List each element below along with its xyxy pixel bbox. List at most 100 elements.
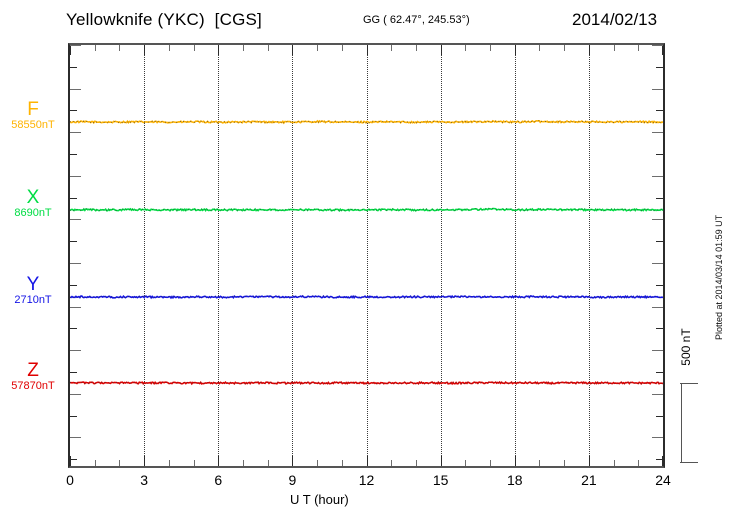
y-tick-right-9 — [656, 241, 663, 242]
trace-overlay-Z — [70, 381, 663, 385]
x-tick-bottom-23 — [638, 460, 640, 466]
x-tick-top-10 — [317, 45, 319, 51]
scale-bar-bottom-cap — [680, 462, 698, 463]
x-tick-bottom-10 — [317, 460, 319, 466]
x-tick-top-15 — [440, 45, 442, 55]
y-tick-right-17 — [656, 416, 663, 417]
component-label-Z: Z 57870nT — [0, 361, 66, 393]
x-tick-label-24: 24 — [655, 472, 671, 488]
x-tick-bottom-19 — [539, 460, 541, 466]
y-tick-left-0 — [70, 45, 81, 46]
magnetogram-plot-area — [68, 43, 665, 468]
component-baseline-F: 58550nT — [11, 119, 55, 131]
y-tick-left-17 — [70, 416, 77, 417]
component-baseline-Z: 57870nT — [11, 380, 55, 392]
y-tick-right-6 — [652, 176, 663, 177]
x-tick-bottom-5 — [193, 460, 195, 466]
y-tick-left-15 — [70, 372, 77, 373]
trace-layer — [70, 119, 663, 386]
scale-bar-label: 500 nT — [679, 328, 693, 366]
x-tick-label-18: 18 — [506, 472, 523, 488]
x-tick-bottom-4 — [168, 460, 170, 466]
scale-bar — [680, 383, 698, 463]
x-tick-top-7 — [242, 45, 244, 51]
x-axis-title: U T (hour) — [290, 492, 349, 507]
component-label-F: F 58550nT — [0, 100, 66, 132]
x-tick-label-9: 9 — [288, 472, 297, 488]
x-tick-bottom-24 — [662, 456, 663, 466]
y-tick-right-1 — [656, 67, 663, 68]
y-tick-left-8 — [70, 219, 81, 220]
y-tick-left-19 — [70, 459, 77, 460]
x-tick-top-18 — [514, 45, 516, 55]
x-tick-bottom-22 — [613, 460, 615, 466]
x-tick-bottom-9 — [292, 456, 294, 466]
y-tick-right-0 — [652, 45, 663, 46]
x-tick-top-13 — [391, 45, 393, 51]
x-tick-top-21 — [588, 45, 590, 55]
grid-line-21h — [588, 45, 591, 466]
component-baseline-X: 8690nT — [14, 207, 52, 219]
x-tick-bottom-21 — [588, 456, 590, 466]
x-tick-bottom-18 — [514, 456, 516, 466]
x-tick-top-20 — [564, 45, 566, 51]
y-tick-right-15 — [656, 372, 663, 373]
grid-line-18h — [514, 45, 517, 466]
plotted-timestamp: Plotted at 2014/03/14 01:59 UT — [714, 214, 724, 340]
y-tick-left-16 — [70, 394, 81, 395]
x-tick-top-17 — [490, 45, 492, 51]
x-tick-top-1 — [94, 45, 96, 51]
component-letter-F: F — [27, 99, 39, 120]
x-tick-bottom-12 — [366, 456, 368, 466]
geographic-coordinates: GG ( 62.47°, 245.53°) — [363, 14, 470, 26]
x-tick-bottom-1 — [94, 460, 96, 466]
component-letter-Z: Z — [27, 360, 39, 381]
x-tick-bottom-14 — [415, 460, 417, 466]
component-letter-X: X — [26, 187, 40, 208]
page-title: Yellowknife (YKC) [CGS] — [66, 10, 262, 29]
x-tick-bottom-7 — [242, 460, 244, 466]
y-tick-left-1 — [70, 67, 77, 68]
y-tick-right-16 — [652, 394, 663, 395]
component-baseline-Y: 2710nT — [14, 294, 52, 306]
component-letter-Y: Y — [26, 274, 40, 295]
x-tick-top-0 — [70, 45, 71, 55]
y-tick-left-7 — [70, 198, 77, 199]
y-tick-right-4 — [652, 132, 663, 133]
y-tick-right-8 — [652, 219, 663, 220]
x-tick-top-8 — [267, 45, 269, 51]
x-tick-label-3: 3 — [140, 472, 149, 488]
y-tick-right-10 — [652, 263, 663, 264]
x-tick-label-6: 6 — [214, 472, 223, 488]
trace-overlay-Y — [70, 295, 663, 299]
y-tick-left-14 — [70, 350, 81, 351]
y-tick-right-2 — [652, 89, 663, 90]
x-tick-bottom-11 — [341, 460, 343, 466]
grid-line-15h — [440, 45, 443, 466]
y-tick-left-11 — [70, 285, 77, 286]
x-tick-label-15: 15 — [432, 472, 449, 488]
x-tick-bottom-6 — [218, 456, 220, 466]
y-tick-right-11 — [656, 285, 663, 286]
y-tick-left-13 — [70, 328, 77, 329]
date-label: 2014/02/13 — [572, 10, 658, 29]
trace-overlay-X — [70, 208, 663, 212]
y-tick-left-6 — [70, 176, 81, 177]
y-tick-right-12 — [652, 307, 663, 308]
y-tick-right-18 — [652, 437, 663, 438]
x-tick-bottom-17 — [490, 460, 492, 466]
x-tick-top-6 — [218, 45, 220, 55]
x-tick-top-3 — [144, 45, 146, 55]
x-tick-top-16 — [465, 45, 467, 51]
y-tick-left-12 — [70, 307, 81, 308]
x-tick-top-19 — [539, 45, 541, 51]
x-tick-top-5 — [193, 45, 195, 51]
y-tick-right-5 — [656, 154, 663, 155]
x-tick-bottom-2 — [119, 460, 121, 466]
x-tick-bottom-0 — [70, 456, 71, 466]
x-tick-bottom-15 — [440, 456, 442, 466]
grid-line-3h — [144, 45, 146, 466]
x-tick-label-0: 0 — [66, 472, 74, 488]
component-label-Y: Y 2710nT — [0, 275, 66, 307]
y-tick-right-7 — [656, 198, 663, 199]
